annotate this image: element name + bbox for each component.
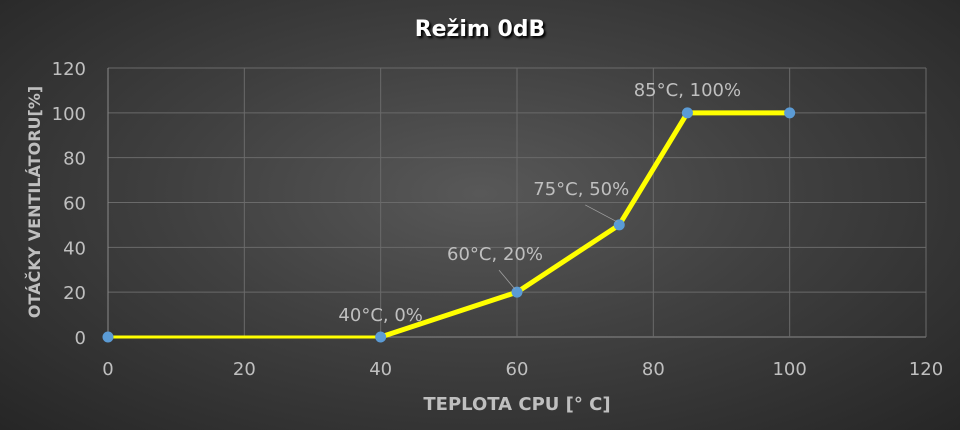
y-tick-label: 0	[75, 328, 86, 349]
data-label: 75°C, 50%	[533, 179, 629, 200]
data-point-marker	[375, 331, 387, 343]
annotations: 40°C, 0% 60°C, 20% 75°C, 50% 85°C, 100%	[338, 80, 741, 326]
data-label: 85°C, 100%	[634, 80, 741, 101]
series-line-segment	[378, 289, 520, 340]
x-tick-label: 60	[506, 359, 529, 380]
data-point-marker	[784, 107, 796, 119]
x-tick-label: 120	[909, 359, 943, 380]
annotation-leader-line	[498, 269, 516, 290]
y-tick-label: 100	[52, 104, 86, 125]
data-point-marker	[681, 107, 693, 119]
series-line-segment	[616, 110, 690, 228]
y-tick-label: 20	[63, 283, 86, 304]
grid	[107, 67, 927, 338]
x-tick-label: 20	[233, 359, 256, 380]
x-tick-label: 100	[772, 359, 806, 380]
data-label: 40°C, 0%	[338, 305, 422, 326]
tick-labels: 0 20 40 60 80 100 120 0 20 40 60 80 100 120	[52, 59, 944, 380]
y-tick-label: 40	[63, 238, 86, 259]
y-tick-label: 80	[63, 149, 86, 170]
x-tick-label: 40	[369, 359, 392, 380]
y-axis-label: OTÁČKY VENTILÁTORU[%]	[25, 86, 44, 318]
data-point-marker	[511, 286, 523, 298]
data-point-marker	[102, 331, 114, 343]
y-tick-label: 120	[52, 59, 86, 80]
series-line-segment	[514, 222, 622, 295]
series	[102, 107, 796, 343]
annotation-leader-line	[585, 204, 618, 223]
chart-title: Režim 0dB	[415, 17, 546, 42]
x-tick-label: 80	[642, 359, 665, 380]
x-tick-label: 0	[102, 359, 113, 380]
y-tick-label: 60	[63, 194, 86, 215]
x-axis-label: TEPLOTA CPU [° C]	[423, 394, 610, 415]
data-point-marker	[613, 219, 625, 231]
data-label: 60°C, 20%	[447, 244, 543, 265]
